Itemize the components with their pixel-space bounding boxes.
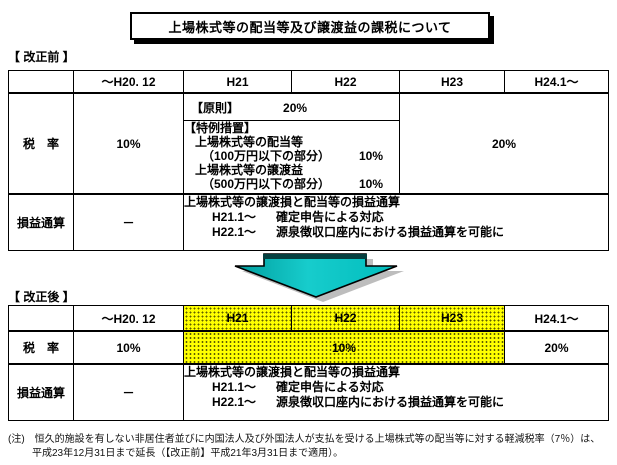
table-row: ～H20. 12 H21 H22 H23 H24.1～: [8, 70, 609, 94]
profit-loss-detail-cell: 上場株式等の譲渡損と配当等の損益通算 H21.1～ 確定申告による対応 H22.…: [183, 363, 609, 421]
header-cell-h24: H24.1～: [504, 70, 609, 94]
title-box: 上場株式等の配当等及び譲渡益の課税について: [130, 12, 490, 40]
profit-loss-detail-cell: 上場株式等の譲渡損と配当等の損益通算 H21.1～ 確定申告による対応 H22.…: [183, 193, 609, 251]
tax-rate-h21-h23-highlighted-cell: 10%: [183, 330, 505, 365]
special-item-condition: （500万円以下の部分）: [202, 177, 331, 191]
profit-loss-h20-cell: －: [73, 193, 184, 251]
tax-rate-h24-cell: 20%: [504, 330, 609, 365]
special-measures-cell: 【特例措置】 上場株式等の配当等 （100万円以下の部分） 10% 上場株式等の…: [183, 120, 400, 195]
tax-rate-h20-cell: 10%: [73, 92, 184, 195]
profit-loss-period: H21.1～: [212, 210, 257, 224]
down-arrow-icon: [232, 251, 410, 305]
page-title: 上場株式等の配当等及び譲渡益の課税について: [168, 19, 452, 35]
special-item-condition: （100万円以下の部分）: [202, 149, 331, 163]
tax-rate-label: 税 率: [8, 92, 74, 195]
profit-loss-title: 上場株式等の譲渡損と配当等の損益通算: [184, 365, 401, 379]
header-cell-h21-highlighted: H21: [183, 305, 292, 332]
table-before-revision: ～H20. 12 H21 H22 H23 H24.1～ 税 率 10% 【原則】…: [8, 70, 609, 251]
header-cell-h22: H22: [291, 70, 400, 94]
tax-rate-h20-cell: 10%: [73, 330, 184, 365]
tax-rate-label: 税 率: [8, 330, 74, 365]
header-cell-h20: ～H20. 12: [73, 305, 184, 332]
table-row: 税 率 10% 【原則】 20% 20%: [8, 92, 609, 195]
special-item-name: 上場株式等の配当等: [195, 135, 304, 149]
footnote: (注) 恒久的施設を有しない非居住者並びに内国法人及び外国法人が支払を受ける上場…: [8, 433, 614, 461]
principle-value: 20%: [283, 100, 308, 115]
footnote-line-2: 平成23年12月31日まで延長（【改正前】平成21年3月31日まで適用）。: [32, 448, 344, 459]
header-cell-h22-highlighted: H22: [291, 305, 400, 332]
principle-label: 【原則】: [191, 101, 240, 115]
table-row: ～H20. 12 H21 H22 H23 H24.1～: [8, 305, 609, 332]
profit-loss-title: 上場株式等の譲渡損と配当等の損益通算: [184, 195, 401, 209]
tax-rate-h23-h24-cell: 20%: [399, 92, 609, 195]
profit-loss-h20-cell: －: [73, 363, 184, 421]
table-row: 損益通算 － 上場株式等の譲渡損と配当等の損益通算 H21.1～ 確定申告による…: [8, 193, 609, 251]
table-row: 損益通算 － 上場株式等の譲渡損と配当等の損益通算 H21.1～ 確定申告による…: [8, 363, 609, 421]
profit-loss-desc: 確定申告による対応: [276, 210, 384, 224]
special-item-name: 上場株式等の譲渡益: [195, 163, 304, 177]
header-cell-h24: H24.1～: [504, 305, 609, 332]
section-label-before: 【 改正前 】: [8, 50, 75, 64]
table-after-revision: ～H20. 12 H21 H22 H23 H24.1～ 税 率 10% 10% …: [8, 305, 609, 421]
principle-cell: 【原則】 20%: [183, 92, 400, 121]
profit-loss-desc: 源泉徴収口座内における損益通算を可能に: [276, 225, 505, 239]
special-title: 【特例措置】: [184, 121, 257, 135]
profit-loss-desc: 源泉徴収口座内における損益通算を可能に: [276, 395, 505, 409]
profit-loss-period: H21.1～: [212, 380, 257, 394]
header-cell-h23: H23: [399, 70, 505, 94]
header-cell-h21: H21: [183, 70, 292, 94]
header-cell-blank: [8, 305, 74, 332]
profit-loss-period: H22.1～: [212, 225, 257, 239]
profit-loss-label: 損益通算: [8, 363, 74, 421]
special-item-value: 10%: [358, 177, 383, 191]
table-row: 【特例措置】 上場株式等の配当等 （100万円以下の部分） 10% 上場株式等の…: [9, 120, 609, 195]
header-cell-h23-highlighted: H23: [399, 305, 505, 332]
profit-loss-desc: 確定申告による対応: [276, 380, 384, 394]
header-cell-h20: ～H20. 12: [73, 70, 184, 94]
table-row: 税 率 10% 10% 20%: [8, 330, 609, 365]
section-label-after: 【 改正後 】: [8, 290, 75, 304]
footnote-line-1: (注) 恒久的施設を有しない非居住者並びに内国法人及び外国法人が支払を受ける上場…: [8, 434, 601, 445]
header-cell-blank: [8, 70, 74, 94]
special-item-value: 10%: [358, 149, 383, 163]
profit-loss-period: H22.1～: [212, 395, 257, 409]
profit-loss-label: 損益通算: [8, 193, 74, 251]
